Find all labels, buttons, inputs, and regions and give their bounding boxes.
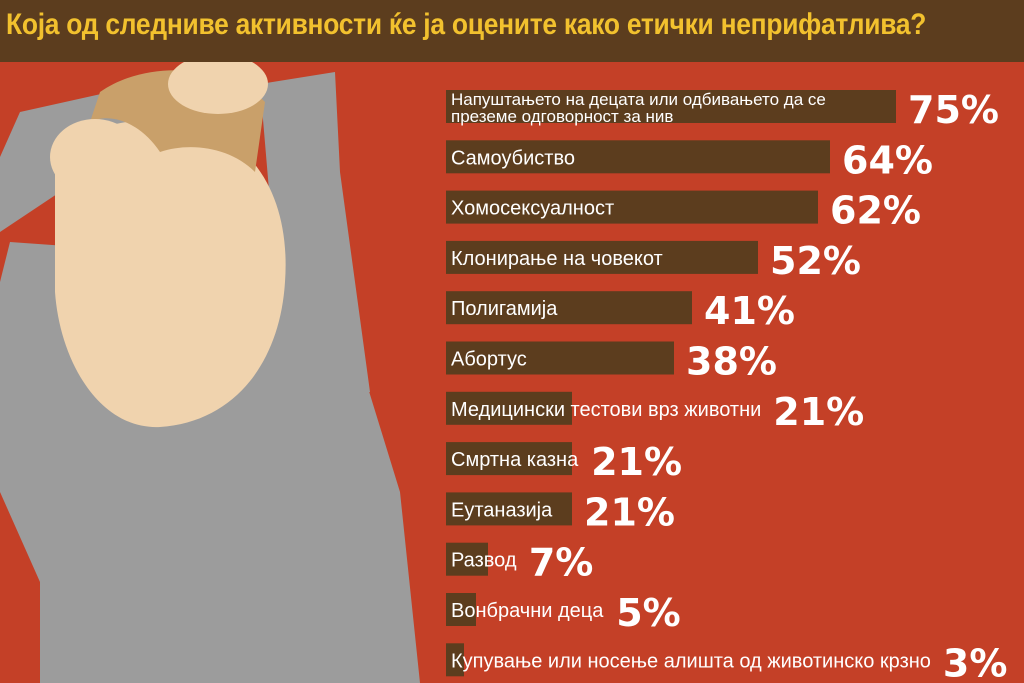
header-bar: Која од следниве активности ќе ја оценит… — [0, 0, 1024, 62]
chart-title: Која од следниве активности ќе ја оценит… — [6, 8, 927, 41]
bar-2 — [446, 140, 830, 174]
value-label-2: 64% — [842, 138, 933, 182]
bar-11 — [446, 593, 476, 626]
value-label-6: 38% — [686, 340, 777, 384]
category-label-4: Клонирање на човекот — [451, 248, 663, 270]
value-label-7: 21% — [773, 390, 864, 434]
stressed-person-icon — [0, 62, 420, 683]
bar-3 — [446, 190, 818, 224]
value-label-4: 52% — [770, 239, 861, 283]
bar-8 — [446, 442, 572, 476]
bar-4 — [446, 240, 758, 274]
face-shape — [55, 120, 286, 428]
value-label-10: 7% — [529, 541, 594, 585]
bar-1 — [446, 90, 896, 123]
right-arm-shape — [260, 72, 370, 402]
category-label-10: Развод — [451, 550, 517, 572]
category-label-6: Абортус — [451, 349, 527, 371]
category-label-2: Самоубиство — [451, 147, 575, 169]
category-label-11: Вонбрачни деца — [451, 600, 604, 622]
category-label-9: Еутаназија — [451, 499, 553, 521]
category-label-3: Хомосексуалност — [451, 198, 614, 220]
bar-9 — [446, 492, 572, 526]
bar-6 — [446, 341, 674, 375]
bar-5 — [446, 291, 692, 325]
bar-7 — [446, 391, 572, 425]
value-label-5: 41% — [704, 289, 795, 333]
value-label-8: 21% — [591, 440, 682, 484]
bar-12 — [446, 643, 464, 677]
category-label-1: Напуштањето на децата или одбивањето да … — [451, 90, 826, 126]
value-label-11: 5% — [616, 591, 681, 635]
category-label-7: Медицински тестови врз животни — [451, 399, 761, 421]
category-label-12: Купување или носење алишта од животинско… — [451, 650, 931, 672]
value-label-3: 62% — [830, 189, 921, 233]
value-label-9: 21% — [584, 490, 675, 534]
right-hand-shape — [168, 62, 268, 114]
category-label-5: Полигамија — [451, 298, 558, 320]
bar-10 — [446, 542, 488, 576]
category-label-8: Смртна казна — [451, 449, 579, 471]
value-label-12: 3% — [943, 641, 1008, 683]
left-hand-shape — [50, 119, 140, 195]
value-label-1: 75% — [908, 88, 999, 132]
